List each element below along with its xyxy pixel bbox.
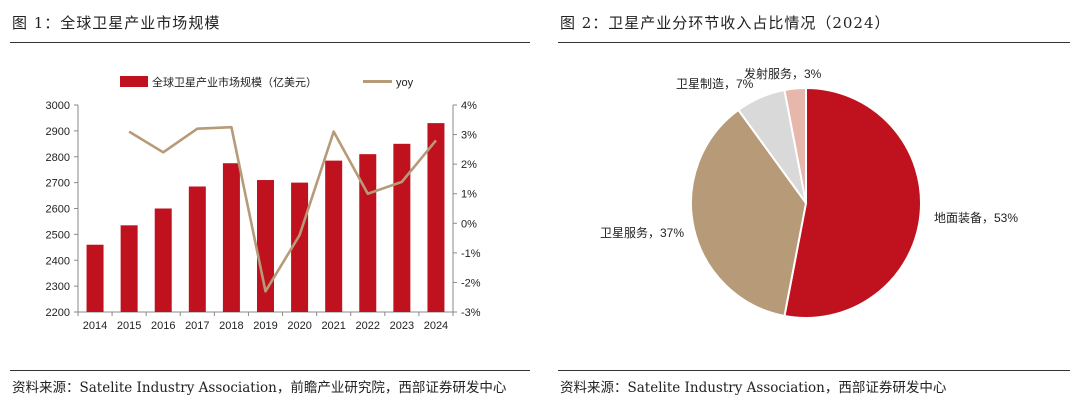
legend-label-line: yoy — [396, 77, 414, 89]
y-right-tick-label: 2% — [461, 159, 477, 171]
source-divider — [10, 370, 530, 371]
x-tick-label: 2018 — [219, 320, 243, 332]
y-left-tick-label: 2600 — [46, 204, 70, 216]
figure-title: 图 2：卫星产业分环节收入占比情况（2024） — [560, 14, 891, 32]
y-right-tick-label: -1% — [461, 248, 481, 260]
source-note: 资料来源：Satelite Industry Association，前瞻产业研… — [12, 380, 507, 396]
bar — [154, 208, 172, 312]
bar — [427, 123, 445, 312]
right-figure-panel: 图 2：卫星产业分环节收入占比情况（2024） 地面装备，53% 卫星服务，37%… — [548, 0, 1080, 403]
figure-title: 图 1：全球卫星产业市场规模 — [12, 14, 221, 32]
x-tick-label: 2019 — [253, 320, 277, 332]
pie-slice — [690, 108, 808, 318]
pie-slice — [783, 86, 922, 319]
pie-slice-label: 发射服务，3% — [744, 66, 822, 81]
y-right-tick-label: 1% — [461, 189, 477, 201]
bar — [86, 244, 104, 312]
bar — [291, 182, 309, 312]
x-tick-label: 2014 — [83, 320, 107, 332]
y-left-tick-label: 2900 — [46, 126, 70, 138]
x-tick-label: 2020 — [287, 320, 311, 332]
x-tick-label: 2021 — [321, 320, 345, 332]
bar — [257, 180, 274, 312]
y-left-tick-label: 2500 — [46, 229, 70, 241]
left-figure-panel: 图 1：全球卫星产业市场规模 2200 2300 2400 2500 2600 2700 2… — [10, 14, 530, 396]
y-right-tick-label: 0% — [461, 218, 477, 230]
y-right-tick-label: 3% — [461, 130, 477, 142]
x-tick-label: 2015 — [117, 320, 141, 332]
market-size-chart: 2200 2300 2400 2500 2600 2700 2800 2900 3000 -3% -… — [46, 75, 481, 332]
x-tick-label: 2024 — [424, 320, 448, 332]
bar — [188, 186, 206, 312]
y-left-tick-label: 2800 — [46, 152, 70, 164]
legend-swatch-bar — [120, 76, 148, 87]
y-left-tick-label: 2700 — [46, 178, 70, 190]
source-note: 资料来源：Satelite Industry Association，西部证券研… — [560, 380, 947, 396]
y-right-tick-label: 4% — [461, 100, 477, 112]
legend-label-bar: 全球卫星产业市场规模（亿美元） — [152, 75, 317, 89]
pie-slice — [783, 86, 807, 204]
source-divider — [558, 370, 1070, 371]
y-left-tick-label: 2300 — [46, 281, 70, 293]
bar — [222, 163, 240, 312]
title-divider — [10, 42, 530, 43]
y-right-tick-label: -3% — [461, 307, 481, 319]
x-tick-label: 2016 — [151, 320, 175, 332]
x-tick-label: 2017 — [185, 320, 209, 332]
bar — [393, 143, 411, 312]
x-tick-label: 2022 — [356, 320, 380, 332]
x-tick-label: 2023 — [390, 320, 414, 332]
y-left-tick-label: 2200 — [46, 307, 70, 319]
y-left-tick-label: 2400 — [46, 255, 70, 267]
y-right-tick-label: -2% — [461, 277, 481, 289]
title-divider — [558, 42, 1070, 43]
pie-slice-label: 地面装备，53% — [934, 211, 1018, 225]
revenue-share-pie: 地面装备，53% 卫星服务，37% 卫星制造，7%发射服务，3% — [600, 66, 1018, 319]
yoy-line — [128, 125, 437, 293]
y-left-tick-label: 3000 — [46, 100, 70, 112]
pie-slice-label: 卫星制造，7% — [676, 77, 754, 91]
bar — [325, 160, 343, 312]
bar — [359, 154, 377, 312]
bar — [120, 225, 138, 312]
pie-slice-label: 卫星服务，37% — [600, 225, 684, 240]
